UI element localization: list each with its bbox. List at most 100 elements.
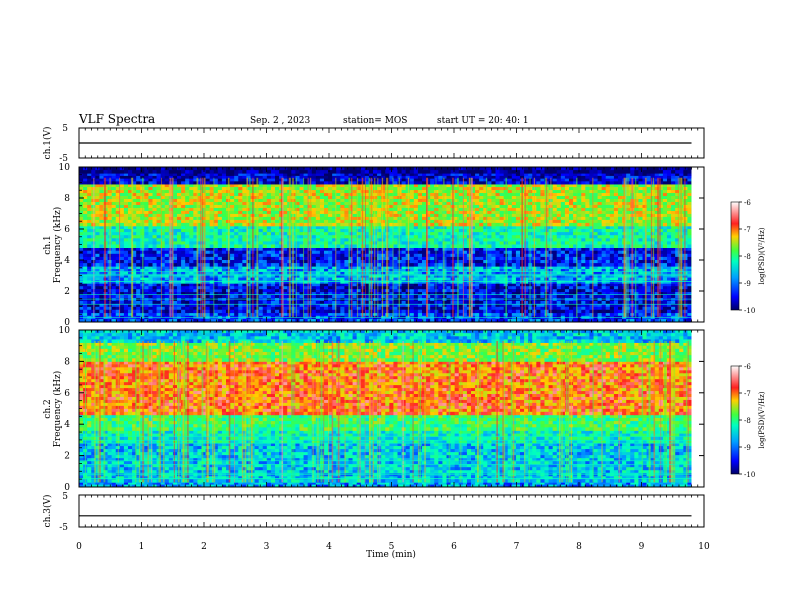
spectrogram-cell xyxy=(303,274,309,278)
spectrogram-cell xyxy=(426,289,431,293)
spectrogram-cell xyxy=(466,318,472,322)
spectrogram-cell xyxy=(87,269,92,273)
spectrogram-cell xyxy=(511,266,517,270)
spectrogram-cell xyxy=(262,256,268,261)
spectrogram-cell xyxy=(348,300,353,305)
spectrogram-cell xyxy=(564,241,570,245)
spectrogram-cell xyxy=(230,247,235,252)
spectrogram-cell xyxy=(556,256,562,261)
spectrogram-cell xyxy=(123,292,129,296)
spectrogram-cell xyxy=(471,250,476,255)
spectrogram-cell xyxy=(552,238,558,242)
spectrogram-cell xyxy=(585,292,590,296)
spectrogram-cell xyxy=(217,309,223,314)
spectrogram-cell xyxy=(491,271,496,276)
spectrogram-cell xyxy=(270,289,276,293)
spectrogram-cell xyxy=(638,260,643,264)
spectrogram-cell xyxy=(181,309,186,314)
spectrogram-cell xyxy=(638,241,643,245)
spectrogram-cell xyxy=(209,312,215,317)
spectrogram-cell xyxy=(507,280,513,284)
spectrogram-cell xyxy=(99,244,104,248)
spectrogram-cell xyxy=(515,274,521,278)
spectrogram-cell xyxy=(189,232,194,236)
spectrogram-cell xyxy=(328,283,333,287)
spectrogram-cell xyxy=(95,232,100,236)
spectrogram-cell xyxy=(434,225,439,230)
spectrogram-cell xyxy=(483,263,488,267)
spectrogram-cell xyxy=(258,229,264,233)
spectrogram-cell xyxy=(446,247,451,252)
spectrogram-cell xyxy=(552,269,558,273)
spectrogram-cell xyxy=(160,283,166,287)
spectrogram-cell xyxy=(589,306,594,311)
spectrogram-cell xyxy=(119,297,125,302)
spectrogram-cell xyxy=(197,283,202,287)
spectrogram-cell xyxy=(556,300,562,305)
spectrogram-cell xyxy=(332,292,337,296)
spectrogram-cell xyxy=(258,292,264,296)
spectrogram-cell xyxy=(377,250,382,255)
spectrogram-cell xyxy=(177,225,182,230)
spectrogram-cell xyxy=(499,229,505,233)
spectrogram-cell xyxy=(119,277,125,281)
spectrogram-cell xyxy=(556,244,562,248)
spectrogram-cell xyxy=(217,229,223,233)
spectrogram-cell xyxy=(132,193,137,197)
spectrogram-cell xyxy=(213,283,219,287)
spectrogram-cell xyxy=(246,300,251,305)
spectrogram-cell xyxy=(128,241,133,245)
spectrogram-cell xyxy=(123,306,129,311)
spectrogram-cell xyxy=(205,263,211,267)
spectrogram-cell xyxy=(128,235,133,239)
spectrogram-cell xyxy=(634,244,639,248)
spectrogram-cell xyxy=(597,280,603,284)
spectrogram-cell xyxy=(377,247,382,252)
spectrogram-cell xyxy=(99,199,104,203)
spectrogram-cell xyxy=(471,256,476,261)
spectrogram-cell xyxy=(364,235,370,239)
spectrogram-cell xyxy=(79,306,84,311)
spectrogram-cell xyxy=(609,225,615,230)
spectrogram-cell xyxy=(283,297,288,302)
spectrogram-cell xyxy=(328,309,333,314)
spectrogram-cell xyxy=(515,235,521,239)
spectrogram-cell xyxy=(642,303,647,308)
spectrogram-cell xyxy=(315,241,321,245)
spectrogram-cell xyxy=(487,229,492,233)
spectrogram-cell xyxy=(299,300,304,305)
spectrogram-cell xyxy=(417,229,423,233)
spectrogram-cell xyxy=(560,269,566,273)
spectrogram-cell xyxy=(344,318,349,322)
spectrogram-cell xyxy=(654,225,660,230)
spectrogram-cell xyxy=(662,292,668,296)
spectrogram-cell xyxy=(213,274,219,278)
spectrogram-cell xyxy=(95,213,100,218)
spectrogram-cell xyxy=(266,318,272,322)
spectrogram-cell xyxy=(136,238,141,242)
spectrogram-cell xyxy=(434,277,439,281)
spectrogram-cell xyxy=(238,286,243,290)
spectrogram-cell xyxy=(422,306,427,311)
spectrogram-cell xyxy=(193,238,198,242)
spectrogram-cell xyxy=(634,256,639,261)
spectrogram-cell xyxy=(417,303,423,308)
spectrogram-cell xyxy=(128,250,133,255)
spectrogram-cell xyxy=(311,283,317,287)
spectrogram-cell xyxy=(556,250,562,255)
spectrogram-cell xyxy=(319,312,325,317)
spectrogram-cell xyxy=(422,289,427,293)
spectrogram-cell xyxy=(601,244,607,248)
spectrogram-cell xyxy=(266,297,272,302)
spectrogram-cell xyxy=(552,309,558,314)
spectrogram-cell xyxy=(177,253,182,258)
spectrogram-cell xyxy=(597,238,603,242)
spectrogram-cell xyxy=(515,297,521,302)
spectrogram-cell xyxy=(434,260,439,264)
spectrogram-cell xyxy=(348,280,353,284)
spectrogram-cell xyxy=(234,309,239,314)
spectrogram-cell xyxy=(675,253,680,258)
spectrogram-cell xyxy=(283,253,288,258)
spectrogram-cell xyxy=(209,306,215,311)
spectrogram-cell xyxy=(634,297,639,302)
